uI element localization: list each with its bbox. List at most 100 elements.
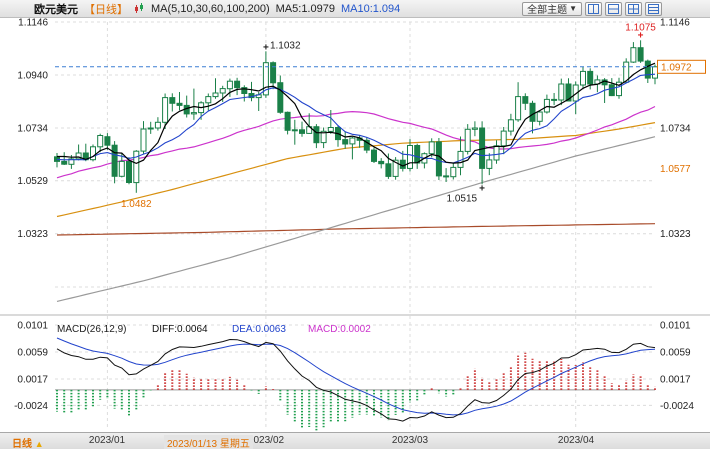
- period-tag: 【日线】: [84, 3, 128, 16]
- candle: [226, 80, 233, 90]
- y-axis-labels: 1.1146 1.0940 1.0734 1.0529 1.0323 1.1146 1.07…: [14, 18, 694, 412]
- candle: [154, 121, 161, 129]
- candle: [443, 175, 450, 178]
- candle: [428, 141, 435, 155]
- candle: [493, 145, 500, 161]
- candle: [349, 137, 356, 145]
- candle: [515, 96, 522, 121]
- candle: [543, 98, 550, 113]
- chart-toolbar: 欧元美元 【日线】 MA(5,10,30,60,100,200) MA5:1.0…: [0, 0, 710, 18]
- period-button[interactable]: 日线 ▲: [12, 435, 44, 449]
- candle: [644, 60, 651, 79]
- candle: [623, 61, 630, 83]
- candle: [111, 144, 118, 177]
- candle: [551, 98, 558, 101]
- layout-3row-icon[interactable]: [645, 1, 662, 16]
- candle: [414, 145, 421, 164]
- macd-tick-left: 0.0059: [17, 348, 48, 359]
- candle: [450, 166, 457, 178]
- y-tick-left: 1.0940: [17, 71, 48, 82]
- layout-2col-icon[interactable]: [585, 1, 602, 16]
- layout-grid-icon[interactable]: [625, 1, 642, 16]
- ma-short-lines: [56, 62, 656, 167]
- ma60-line: [56, 122, 656, 218]
- ma5-line: [57, 62, 656, 167]
- candle: [342, 139, 349, 145]
- candle: [392, 159, 399, 177]
- macd-tick-left: -0.0024: [14, 401, 48, 412]
- macd-macd-value: MACD:0.0002: [308, 324, 371, 335]
- candle: [104, 136, 111, 146]
- candle: [464, 128, 471, 152]
- candle: [262, 62, 269, 96]
- plus-marker: +: [263, 42, 269, 53]
- candle: [471, 127, 478, 130]
- triangle-up-icon: ▲: [34, 439, 44, 449]
- candle: [241, 87, 248, 94]
- ma30-line: [56, 105, 656, 179]
- candle: [507, 119, 514, 132]
- macd-panel[interactable]: [56, 337, 656, 431]
- price-annotation: 1.0515: [446, 193, 477, 204]
- candle: [486, 159, 493, 169]
- candle: [212, 92, 219, 98]
- candle: [205, 96, 212, 104]
- symbol-name: 欧元美元: [34, 3, 78, 16]
- candle: [363, 139, 370, 151]
- dea-line: [56, 337, 656, 416]
- candle: [270, 62, 277, 84]
- plus-marker: +: [638, 30, 644, 41]
- macd-tick-right: 0.0059: [660, 348, 691, 359]
- current-price: 1.0972: [55, 59, 706, 74]
- candle: [522, 96, 529, 104]
- layout-2row-icon[interactable]: [605, 1, 622, 16]
- macd-tick-right: 0.0017: [660, 375, 691, 386]
- candle: [234, 80, 241, 89]
- candle: [371, 149, 377, 162]
- chart-area[interactable]: 1.0972 1.1146 1.0940 1.0734 1.0529 1.0323 1.11…: [0, 18, 710, 432]
- candle: [630, 47, 637, 63]
- theme-selector-label: 全部主题: [527, 5, 568, 16]
- candle: [190, 112, 197, 115]
- candle: [536, 111, 543, 122]
- candle: [500, 130, 507, 147]
- candle: [133, 150, 140, 184]
- kline-icon: [134, 3, 145, 14]
- macd-tick-left: 0.0017: [17, 375, 48, 386]
- candle: [587, 70, 594, 85]
- diff-line: [56, 338, 656, 422]
- candle: [435, 141, 442, 177]
- y-tick-left: 1.0323: [17, 229, 48, 240]
- grid-lines: [0, 21, 710, 430]
- candle: [219, 88, 226, 94]
- macd-tick-left: 0.0101: [17, 321, 48, 332]
- candle: [147, 127, 154, 130]
- candlesticks[interactable]: [54, 40, 658, 193]
- candle: [616, 81, 622, 97]
- ma100-line: [56, 136, 656, 302]
- ma200-line: [56, 223, 656, 236]
- candle: [118, 160, 125, 177]
- candle: [169, 97, 176, 104]
- selected-date-label: 2023/01/13 星期五: [164, 435, 253, 449]
- theme-selector[interactable]: 全部主题 ▼: [522, 1, 582, 16]
- candle: [284, 111, 291, 131]
- y-tick-left: 1.1146: [18, 18, 48, 29]
- ma-settings-label: MA(5,10,30,60,100,200): [151, 2, 270, 15]
- candle: [61, 160, 68, 165]
- candle: [140, 128, 147, 152]
- y-tick-left: 1.0529: [17, 176, 48, 187]
- macd-diff-value: DIFF:0.0064: [152, 324, 208, 335]
- y-low-label: 1.0577: [660, 164, 691, 175]
- price-annotation: 1.0482: [121, 199, 152, 210]
- candle: [291, 129, 298, 132]
- price-chart-canvas[interactable]: 1.09721.11461.09401.07341.05291.03231.11…: [0, 18, 710, 432]
- candle: [399, 159, 406, 169]
- candle: [75, 152, 82, 160]
- plus-marker: +: [479, 183, 485, 194]
- x-axis-label: 2023/03: [391, 435, 429, 446]
- y-tick-right: 1.0323: [660, 229, 691, 240]
- current-price-value: 1.0972: [661, 62, 692, 73]
